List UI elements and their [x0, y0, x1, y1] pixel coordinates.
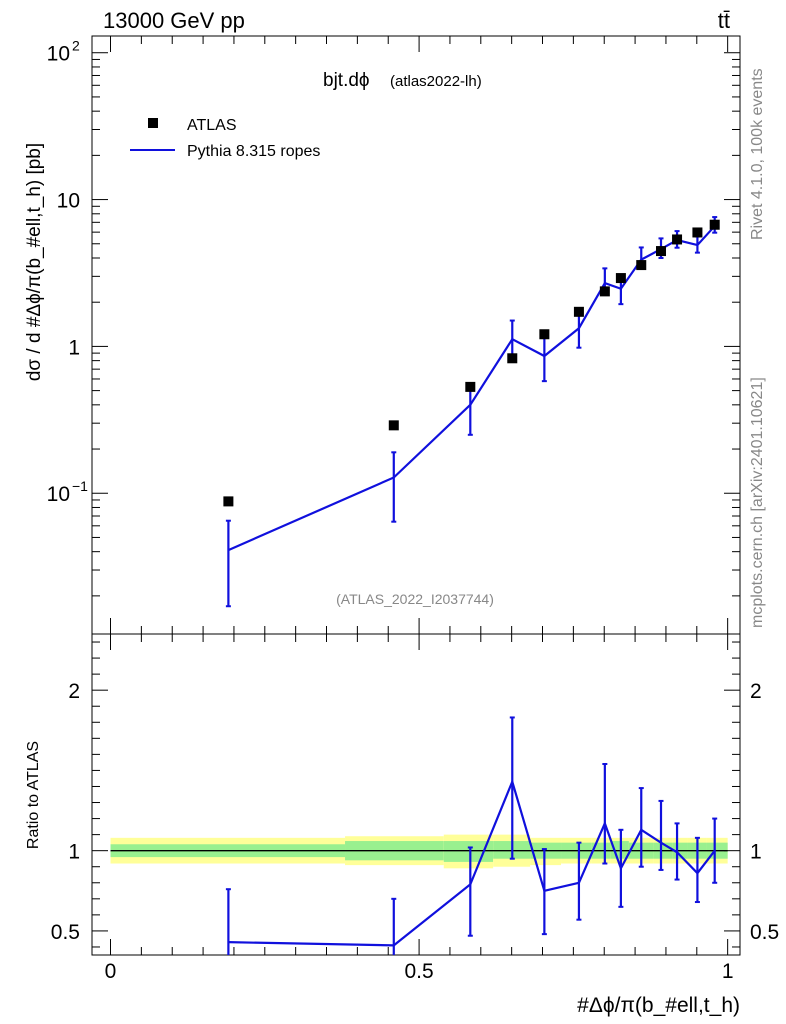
x-tick-label: 0.5 [404, 960, 433, 983]
ratio-y-axis-label: Ratio to ATLAS [25, 741, 42, 849]
ratio-error-bar [509, 716, 515, 860]
ratio-error-bar [576, 841, 582, 921]
atlas-data-point [636, 260, 647, 271]
atlas-data-point [573, 306, 584, 317]
atlas-data-point [692, 227, 703, 238]
ratio-error-bar [712, 817, 718, 884]
main-y-tick-base: 10 [47, 43, 70, 66]
x-axis-label: #Δϕ/π(b_#ell,t_h) [577, 994, 740, 1017]
ratio-error-bar [467, 846, 473, 937]
ratio-error-bar [541, 848, 547, 936]
ratio-error-bar [225, 888, 231, 955]
pythia-error-bar [541, 337, 547, 383]
plot-subtitle: (atlas2022-lh) [390, 73, 482, 90]
atlas-data-point [615, 273, 626, 284]
plot-title: bjt.dϕ [323, 70, 370, 91]
ratio-y-tick-label-left: 2 [68, 680, 80, 703]
atlas-data-point [599, 286, 610, 297]
ratio-error-bar [638, 787, 644, 868]
ratio-y-tick-label-left: 1 [68, 841, 80, 864]
legend-label-pythia: Pythia 8.315 ropes [187, 143, 320, 160]
pythia-error-bar [225, 519, 231, 608]
ratio-y-tick-label-right: 2 [750, 680, 762, 703]
ratio-error-bar [618, 828, 624, 908]
main-y-tick-label: 10 −1 [47, 478, 89, 506]
rivet-version-label: Rivet 4.1.0, 100k events [749, 68, 766, 240]
main-y-tick-value: 1 [68, 336, 80, 359]
analysis-watermark: (ATLAS_2022_I2037744) [336, 591, 494, 607]
ratio-error-bar [391, 897, 397, 955]
ratio-y-tick-label-right: 1 [750, 841, 762, 864]
process-label: tt̄ [718, 8, 730, 33]
ratio-plot-frame [91, 633, 741, 956]
main-y-tick-label: 1 [68, 336, 80, 359]
energy-label: 13000 GeV pp [103, 8, 245, 33]
ratio-y-tick-label-left: 0.5 [51, 921, 80, 944]
ratio-y-tick-label-right: 0.5 [750, 921, 779, 944]
main-y-tick-base: 10 [47, 483, 70, 506]
atlas-data-point [223, 496, 234, 507]
main-y-tick-label: 10 2 [47, 38, 80, 66]
x-tick-label: 0 [105, 960, 117, 983]
main-y-tick-exponent: 2 [72, 38, 80, 54]
ratio-error-bar [602, 763, 608, 865]
atlas-data-point [709, 219, 720, 230]
ratio-error-bar [694, 836, 700, 904]
atlas-data-point [465, 381, 476, 392]
legend-label-atlas: ATLAS [187, 117, 237, 134]
legend-marker-atlas [148, 118, 158, 128]
ratio-error-bar [658, 799, 664, 871]
atlas-data-point [539, 329, 550, 340]
atlas-data-point [656, 246, 667, 257]
main-y-tick-exponent: −1 [72, 478, 88, 494]
ratio-error-bar [674, 822, 680, 881]
main-y-tick-label: 10 [57, 190, 80, 213]
ratio-panel: 0.5 0.5 1 1 2 2 0 0.5 1 Ratio to ATLAS #Δϕ/π(b_#… [25, 633, 779, 1017]
atlas-data-point [388, 420, 399, 431]
mcplots-label: mcplots.cern.ch [arXiv:2401.10621] [749, 377, 766, 628]
main-y-tick-value: 10 [57, 190, 80, 213]
pythia-error-bar [391, 451, 397, 523]
x-tick-label: 1 [722, 960, 734, 983]
legend: ATLAS Pythia 8.315 ropes [130, 117, 320, 160]
main-y-axis-label: dσ / d #Δϕ/π(b_#ell,t_h) [pb] [24, 143, 45, 381]
atlas-data-point [507, 353, 518, 364]
pythia-error-bar [467, 384, 473, 436]
atlas-data-point [672, 234, 683, 245]
